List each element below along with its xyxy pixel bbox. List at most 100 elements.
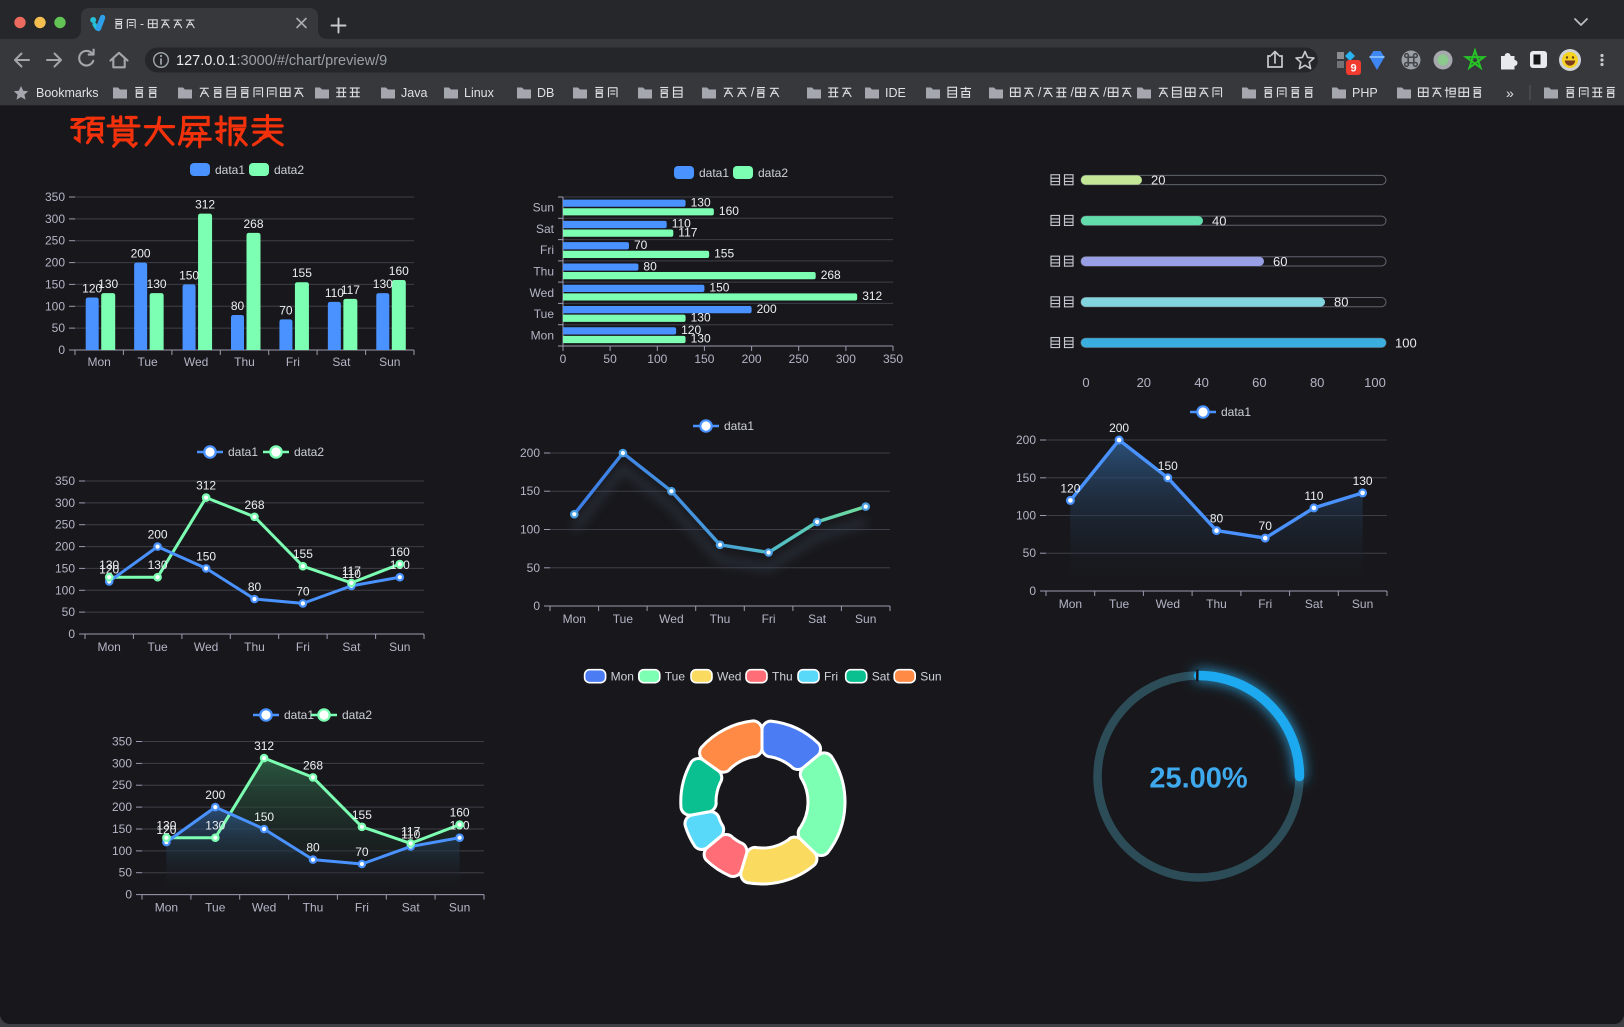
svg-text:Thu: Thu [244, 640, 265, 654]
svg-text:/: / [751, 86, 755, 100]
svg-text:130: 130 [691, 332, 711, 346]
svg-text:Sun: Sun [1352, 597, 1373, 611]
svg-text:0: 0 [1082, 375, 1089, 390]
svg-text:160: 160 [450, 806, 470, 820]
svg-text:200: 200 [520, 446, 540, 460]
svg-text:Fri: Fri [540, 243, 554, 257]
svg-text:Linux: Linux [464, 86, 495, 100]
svg-text:200: 200 [205, 788, 225, 802]
svg-text:100: 100 [112, 844, 132, 858]
svg-text:130: 130 [98, 277, 118, 291]
svg-text:IDE: IDE [885, 86, 906, 100]
svg-text:Thu: Thu [710, 612, 731, 626]
svg-text:data2: data2 [758, 166, 788, 180]
svg-text:268: 268 [244, 498, 264, 512]
svg-text:Sat: Sat [342, 640, 361, 654]
svg-text:Tue: Tue [534, 307, 555, 321]
svg-text:PHP: PHP [1352, 86, 1378, 100]
svg-text:0: 0 [125, 888, 132, 902]
svg-text:Sun: Sun [449, 901, 470, 915]
svg-text:250: 250 [112, 778, 132, 792]
svg-text:data2: data2 [274, 163, 304, 177]
svg-text:Wed: Wed [252, 901, 276, 915]
svg-text:150: 150 [55, 561, 75, 575]
svg-text:Sat: Sat [332, 355, 351, 369]
svg-text:80: 80 [248, 580, 262, 594]
svg-text:80: 80 [1310, 375, 1324, 390]
svg-text:130: 130 [148, 558, 168, 572]
svg-text:Wed: Wed [530, 286, 554, 300]
svg-text:Mon: Mon [88, 355, 111, 369]
svg-text:200: 200 [112, 800, 132, 814]
svg-text:160: 160 [719, 204, 739, 218]
svg-text:350: 350 [112, 735, 132, 749]
svg-text:300: 300 [836, 352, 856, 366]
svg-text:268: 268 [243, 217, 263, 231]
svg-text:/: / [1038, 86, 1042, 100]
svg-text:300: 300 [45, 212, 65, 226]
svg-text:130: 130 [156, 819, 176, 833]
svg-text:200: 200 [757, 302, 777, 316]
svg-text:80: 80 [1334, 295, 1348, 310]
svg-text:250: 250 [789, 352, 809, 366]
svg-text:130: 130 [99, 558, 119, 572]
svg-text:200: 200 [1109, 421, 1129, 435]
svg-text:350: 350 [55, 474, 75, 488]
svg-text:110: 110 [325, 286, 344, 300]
svg-text:60: 60 [1273, 254, 1287, 269]
svg-text:-: - [140, 17, 144, 31]
svg-text:312: 312 [196, 479, 216, 493]
svg-text:data1: data1 [699, 166, 729, 180]
svg-text:80: 80 [306, 841, 320, 855]
svg-text:200: 200 [1016, 433, 1036, 447]
svg-text:155: 155 [292, 266, 312, 280]
svg-text:120: 120 [1060, 481, 1080, 495]
svg-text:268: 268 [821, 268, 841, 282]
svg-text:120: 120 [156, 823, 176, 837]
svg-text:50: 50 [52, 321, 66, 335]
svg-text:9: 9 [1350, 63, 1356, 75]
svg-text:155: 155 [714, 247, 734, 261]
svg-text:40: 40 [1212, 213, 1226, 228]
svg-text:150: 150 [112, 822, 132, 836]
svg-text:data1: data1 [215, 163, 245, 177]
svg-text:70: 70 [634, 238, 648, 252]
svg-text:40: 40 [1194, 375, 1208, 390]
svg-text:70: 70 [279, 303, 293, 317]
svg-text:150: 150 [1158, 459, 1178, 473]
svg-text:130: 130 [373, 277, 393, 291]
svg-text:150: 150 [709, 281, 729, 295]
svg-text:25.00%: 25.00% [1149, 763, 1248, 795]
svg-text:150: 150 [179, 268, 199, 282]
svg-text:117: 117 [678, 225, 697, 239]
svg-text:312: 312 [862, 289, 882, 303]
svg-text:155: 155 [352, 808, 372, 822]
svg-text:Thu: Thu [303, 901, 324, 915]
svg-text:Wed: Wed [184, 355, 208, 369]
svg-text:Fri: Fri [286, 355, 300, 369]
svg-text:150: 150 [1016, 471, 1036, 485]
svg-text:Sat: Sat [536, 222, 555, 236]
svg-text:Thu: Thu [772, 670, 793, 684]
svg-text:50: 50 [527, 561, 541, 575]
svg-text:Wed: Wed [717, 670, 741, 684]
svg-text:200: 200 [55, 540, 75, 554]
svg-text:250: 250 [55, 518, 75, 532]
svg-text:60: 60 [1252, 375, 1266, 390]
svg-text:70: 70 [296, 584, 310, 598]
svg-text:110: 110 [1304, 489, 1323, 503]
svg-text:110: 110 [342, 567, 361, 581]
svg-text:70: 70 [355, 845, 369, 859]
svg-text:Sun: Sun [855, 612, 876, 626]
svg-text:Thu: Thu [1206, 597, 1227, 611]
svg-text:150: 150 [520, 484, 540, 498]
svg-text:200: 200 [742, 352, 762, 366]
svg-text:300: 300 [55, 496, 75, 510]
svg-text:110: 110 [672, 217, 691, 231]
svg-text:150: 150 [196, 549, 216, 563]
svg-text:70: 70 [1259, 519, 1273, 533]
svg-text:Mon: Mon [563, 612, 586, 626]
svg-text:117: 117 [401, 824, 420, 838]
svg-text:Fri: Fri [296, 640, 310, 654]
svg-text:0: 0 [1029, 584, 1036, 598]
